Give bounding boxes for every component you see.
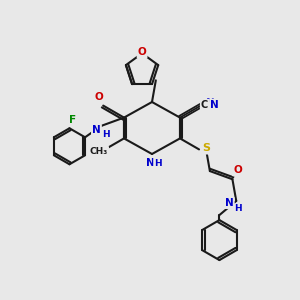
- Text: O: O: [138, 47, 146, 57]
- Text: N: N: [146, 158, 154, 168]
- Text: F: F: [69, 115, 76, 125]
- Text: CH₃: CH₃: [90, 147, 108, 156]
- Text: O: O: [233, 165, 242, 175]
- Text: N: N: [210, 100, 219, 110]
- Text: N: N: [225, 198, 234, 208]
- Text: H: H: [102, 130, 109, 139]
- Text: C: C: [201, 100, 208, 110]
- Text: N: N: [206, 98, 215, 108]
- Text: H: H: [234, 204, 242, 213]
- Text: O: O: [95, 92, 103, 102]
- Text: S: S: [202, 143, 210, 153]
- Text: H: H: [154, 158, 162, 167]
- Text: N: N: [92, 125, 101, 135]
